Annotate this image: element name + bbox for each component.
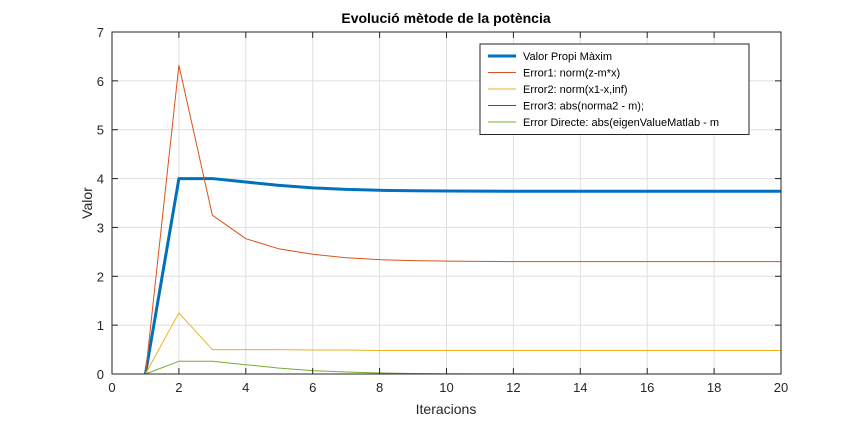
x-tick-label: 12 [506, 380, 520, 395]
x-tick-label: 16 [640, 380, 654, 395]
x-axis-label: Iteracions [416, 401, 477, 417]
legend-entry-4: Error3: abs(norma2 - m); [523, 101, 644, 113]
y-tick-label: 6 [97, 74, 104, 89]
y-tick-label: 7 [97, 25, 104, 40]
series-line-3 [145, 312, 781, 375]
x-tick-label: 18 [707, 380, 721, 395]
x-tick-label: 20 [774, 380, 788, 395]
series-line-1 [143, 177, 781, 375]
y-tick-label: 1 [97, 318, 104, 333]
legend-entry-5: Error Directe: abs(eigenValueMatlab - m [523, 117, 719, 129]
y-tick-label: 2 [97, 269, 104, 284]
legend-entry-3: Error2: norm(x1-x,inf) [523, 84, 628, 96]
y-axis-label: Valor [79, 187, 95, 219]
y-tick-label: 3 [97, 220, 104, 235]
x-tick-label: 14 [573, 380, 587, 395]
x-tick-label: 0 [108, 380, 115, 395]
x-tick-label: 2 [175, 380, 182, 395]
series-line-5 [145, 360, 781, 375]
legend: Valor Propi Màxim Error1: norm(z-m*x) Erro… [479, 43, 750, 135]
series-line-2 [144, 64, 781, 375]
y-tick-label: 5 [97, 123, 104, 138]
x-tick-label: 10 [439, 380, 453, 395]
legend-entry-1: Valor Propi Màxim [523, 51, 612, 63]
x-tick-label: 8 [376, 380, 383, 395]
legend-entry-2: Error1: norm(z-m*x) [523, 68, 620, 80]
y-tick-label: 0 [97, 367, 104, 382]
chart-title: Evolució mètode de la potència [341, 10, 550, 26]
x-tick-label: 4 [242, 380, 249, 395]
x-tick-label: 6 [309, 380, 316, 395]
legend-box [479, 43, 750, 135]
y-tick-label: 4 [97, 172, 104, 187]
